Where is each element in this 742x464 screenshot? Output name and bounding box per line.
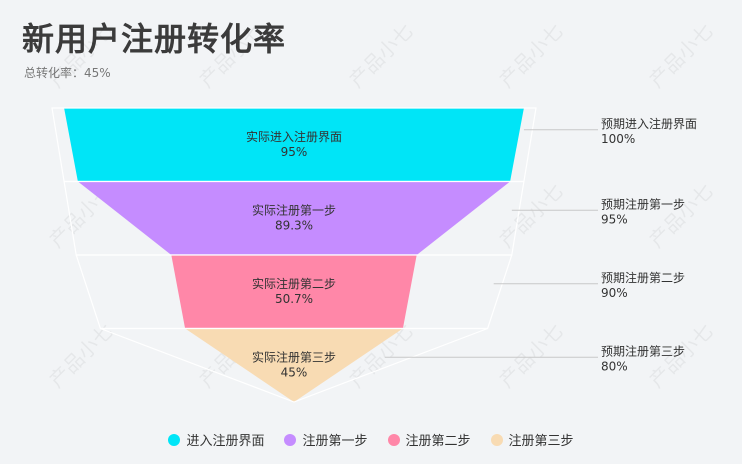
- legend-item-enter[interactable]: 进入注册界面: [168, 430, 264, 449]
- legend-item-step3[interactable]: 注册第三步: [490, 430, 574, 449]
- funnel-expected-value-0: 100%: [601, 132, 635, 146]
- legend-item-step1[interactable]: 注册第一步: [284, 430, 368, 449]
- legend-label-step2: 注册第二步: [405, 434, 471, 449]
- funnel-actual-segment-0[interactable]: [64, 108, 524, 182]
- funnel-actual-value-0: 95%: [281, 145, 308, 159]
- chart-title: 新用户注册转化率: [22, 20, 287, 58]
- funnel-expected-label-3: 预期注册第三步: [601, 343, 685, 358]
- funnel-actual-label-2: 实际注册第二步: [252, 276, 336, 291]
- funnel-actual-segment-2[interactable]: [171, 255, 417, 329]
- legend-label-enter: 进入注册界面: [186, 434, 265, 449]
- funnel-actual-label-3: 实际注册第三步: [252, 349, 336, 364]
- legend-item-step2[interactable]: 注册第二步: [387, 430, 471, 449]
- chart-legend: 进入注册界面 注册第一步 注册第二步 注册第三步: [0, 430, 742, 449]
- funnel-actual-segment-3[interactable]: [185, 328, 403, 403]
- funnel-actual-value-3: 45%: [281, 365, 308, 379]
- funnel-actual-label-1: 实际注册第一步: [252, 202, 336, 217]
- legend-dot-step2: [387, 433, 400, 446]
- funnel-expected-value-1: 95%: [601, 212, 628, 226]
- funnel-expected-label-0: 预期进入注册界面: [601, 116, 697, 131]
- funnel-actual-value-2: 50.7%: [275, 292, 313, 306]
- legend-label-step1: 注册第一步: [302, 434, 368, 449]
- funnel-expected-outline-3: [100, 327, 488, 403]
- legend-label-step3: 注册第三步: [508, 434, 574, 449]
- legend-dot-step1: [284, 433, 297, 446]
- funnel-expected-value-2: 90%: [601, 286, 628, 300]
- funnel-expected-label-1: 预期注册第一步: [601, 196, 685, 211]
- legend-dot-step3: [490, 433, 503, 446]
- legend-dot-enter: [168, 433, 181, 446]
- funnel-expected-label-2: 预期注册第二步: [601, 270, 685, 285]
- funnel-actual-segment-1[interactable]: [77, 181, 511, 256]
- funnel-actual-value-1: 89.3%: [275, 218, 313, 232]
- funnel-expected-value-3: 80%: [601, 359, 628, 373]
- funnel-actual-label-0: 实际进入注册界面: [246, 129, 342, 144]
- chart-subtitle: 总转化率：45%: [24, 66, 111, 80]
